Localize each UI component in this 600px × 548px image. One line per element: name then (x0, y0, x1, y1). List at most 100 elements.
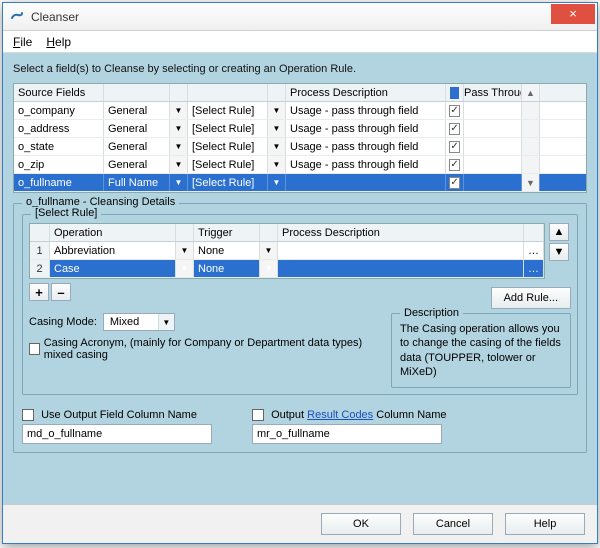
select-rule-legend: [Select Rule] (31, 207, 101, 219)
help-button[interactable]: Help (505, 513, 585, 535)
type-dropdown[interactable]: ▼ (170, 138, 188, 155)
field-type: General (104, 102, 170, 119)
col-source-fields[interactable]: Source Fields (14, 84, 104, 101)
rule-table: Operation Trigger Process Description 1A… (29, 223, 545, 279)
result-codes-col-input[interactable] (252, 424, 442, 444)
instruction-text: Select a field(s) to Cleanse by selectin… (13, 63, 587, 75)
type-dropdown[interactable]: ▼ (170, 174, 188, 191)
rule-trigger: None (194, 242, 260, 259)
field-process (286, 174, 446, 191)
field-type: General (104, 156, 170, 173)
casing-mode-value: Mixed (104, 314, 158, 330)
col-operation[interactable]: Operation (50, 224, 176, 241)
select-rule-group: [Select Rule] Operation Trigger Process … (22, 214, 578, 395)
scroll-track (522, 102, 540, 119)
type-dropdown[interactable]: ▼ (170, 102, 188, 119)
scroll-track (522, 156, 540, 173)
result-codes-link[interactable]: Result Codes (307, 409, 373, 421)
rule-more-button[interactable]: … (524, 242, 544, 259)
casing-mode-label: Casing Mode: (29, 316, 97, 328)
pass-through-checkbox[interactable]: ✓ (449, 141, 459, 153)
output-col-name-input[interactable] (22, 424, 212, 444)
pass-through-checkbox[interactable]: ✓ (449, 123, 459, 135)
use-output-col-checkbox[interactable] (22, 409, 34, 421)
cleansing-details-group: o_fullname - Cleansing Details [Select R… (13, 203, 587, 453)
type-dropdown[interactable]: ▼ (170, 120, 188, 137)
field-type: Full Name (104, 174, 170, 191)
rule-row[interactable]: 1Abbreviation▼None▼… (30, 242, 544, 260)
close-button[interactable]: × (551, 4, 595, 24)
menu-help[interactable]: Help (46, 35, 71, 49)
pass-through-checkbox[interactable]: ✓ (449, 159, 459, 171)
field-type: General (104, 138, 170, 155)
cancel-button[interactable]: Cancel (413, 513, 493, 535)
col-trigger[interactable]: Trigger (194, 224, 260, 241)
source-row[interactable]: o_zipGeneral▼[Select Rule]▼Usage - pass … (14, 156, 586, 174)
rule-dropdown[interactable]: ▼ (268, 138, 286, 155)
col-pass-through[interactable]: Pass Through (464, 84, 522, 101)
ok-button[interactable]: OK (321, 513, 401, 535)
trigger-dropdown[interactable]: ▼ (260, 242, 278, 259)
field-rule: [Select Rule] (188, 174, 268, 191)
source-row[interactable]: o_companyGeneral▼[Select Rule]▼Usage - p… (14, 102, 586, 120)
rule-trigger: None (194, 260, 260, 277)
app-icon (9, 9, 25, 25)
pass-through-checkbox[interactable]: ✓ (449, 105, 459, 117)
field-rule: [Select Rule] (188, 156, 268, 173)
dialog-button-bar: OK Cancel Help (3, 504, 597, 543)
remove-row-button[interactable]: – (51, 283, 71, 301)
rule-operation: Case (50, 260, 176, 277)
field-rule: [Select Rule] (188, 120, 268, 137)
move-rule-down-button[interactable]: ▼ (549, 243, 569, 261)
field-process: Usage - pass through field (286, 156, 446, 173)
field-type: General (104, 120, 170, 137)
rule-process (278, 260, 524, 277)
col-rule-process[interactable]: Process Description (278, 224, 524, 241)
field-name: o_zip (14, 156, 104, 173)
rule-more-button[interactable]: … (524, 260, 544, 277)
window-title: Cleanser (31, 10, 551, 24)
add-rule-button[interactable]: Add Rule... (491, 287, 571, 309)
operation-dropdown[interactable]: ▼ (176, 260, 194, 277)
source-row[interactable]: o_fullnameFull Name▼[Select Rule]▼✓▼ (14, 174, 586, 192)
rule-operation: Abbreviation (50, 242, 176, 259)
rule-dropdown[interactable]: ▼ (268, 174, 286, 191)
trigger-dropdown[interactable]: ▼ (260, 260, 278, 277)
output-result-codes-checkbox[interactable] (252, 409, 264, 421)
field-process: Usage - pass through field (286, 120, 446, 137)
casing-acronym-label: Casing Acronym, (mainly for Company or D… (44, 337, 379, 361)
chevron-down-icon: ▼ (158, 314, 174, 330)
rule-dropdown[interactable]: ▼ (268, 156, 286, 173)
scroll-up-icon[interactable]: ▲ (522, 84, 540, 101)
field-name: o_fullname (14, 174, 104, 191)
field-process: Usage - pass through field (286, 138, 446, 155)
field-name: o_address (14, 120, 104, 137)
source-row[interactable]: o_addressGeneral▼[Select Rule]▼Usage - p… (14, 120, 586, 138)
rule-number: 2 (30, 260, 50, 277)
rule-row[interactable]: 2Case▼None▼… (30, 260, 544, 278)
source-fields-table: Source Fields Process Description Pass T… (13, 83, 587, 193)
description-group: Description The Casing operation allows … (391, 313, 571, 388)
description-legend: Description (400, 306, 463, 320)
rule-dropdown[interactable]: ▼ (268, 120, 286, 137)
casing-mode-combo[interactable]: Mixed ▼ (103, 313, 175, 331)
operation-dropdown[interactable]: ▼ (176, 242, 194, 259)
casing-acronym-checkbox[interactable] (29, 343, 40, 355)
type-dropdown[interactable]: ▼ (170, 156, 188, 173)
pass-through-checkbox[interactable]: ✓ (449, 177, 459, 189)
pass-through-header-check[interactable] (450, 87, 459, 99)
source-row[interactable]: o_stateGeneral▼[Select Rule]▼Usage - pas… (14, 138, 586, 156)
field-rule: [Select Rule] (188, 102, 268, 119)
menu-file[interactable]: File (13, 35, 32, 49)
move-rule-up-button[interactable]: ▲ (549, 223, 569, 241)
add-row-button[interactable]: + (29, 283, 49, 301)
use-output-col-label: Use Output Field Column Name (41, 409, 197, 421)
titlebar: Cleanser × (3, 3, 597, 31)
field-name: o_state (14, 138, 104, 155)
scroll-down-icon[interactable]: ▼ (522, 174, 540, 191)
output-result-suffix: Column Name (373, 409, 446, 421)
scroll-track (522, 120, 540, 137)
col-process-desc[interactable]: Process Description (286, 84, 446, 101)
field-name: o_company (14, 102, 104, 119)
rule-dropdown[interactable]: ▼ (268, 102, 286, 119)
